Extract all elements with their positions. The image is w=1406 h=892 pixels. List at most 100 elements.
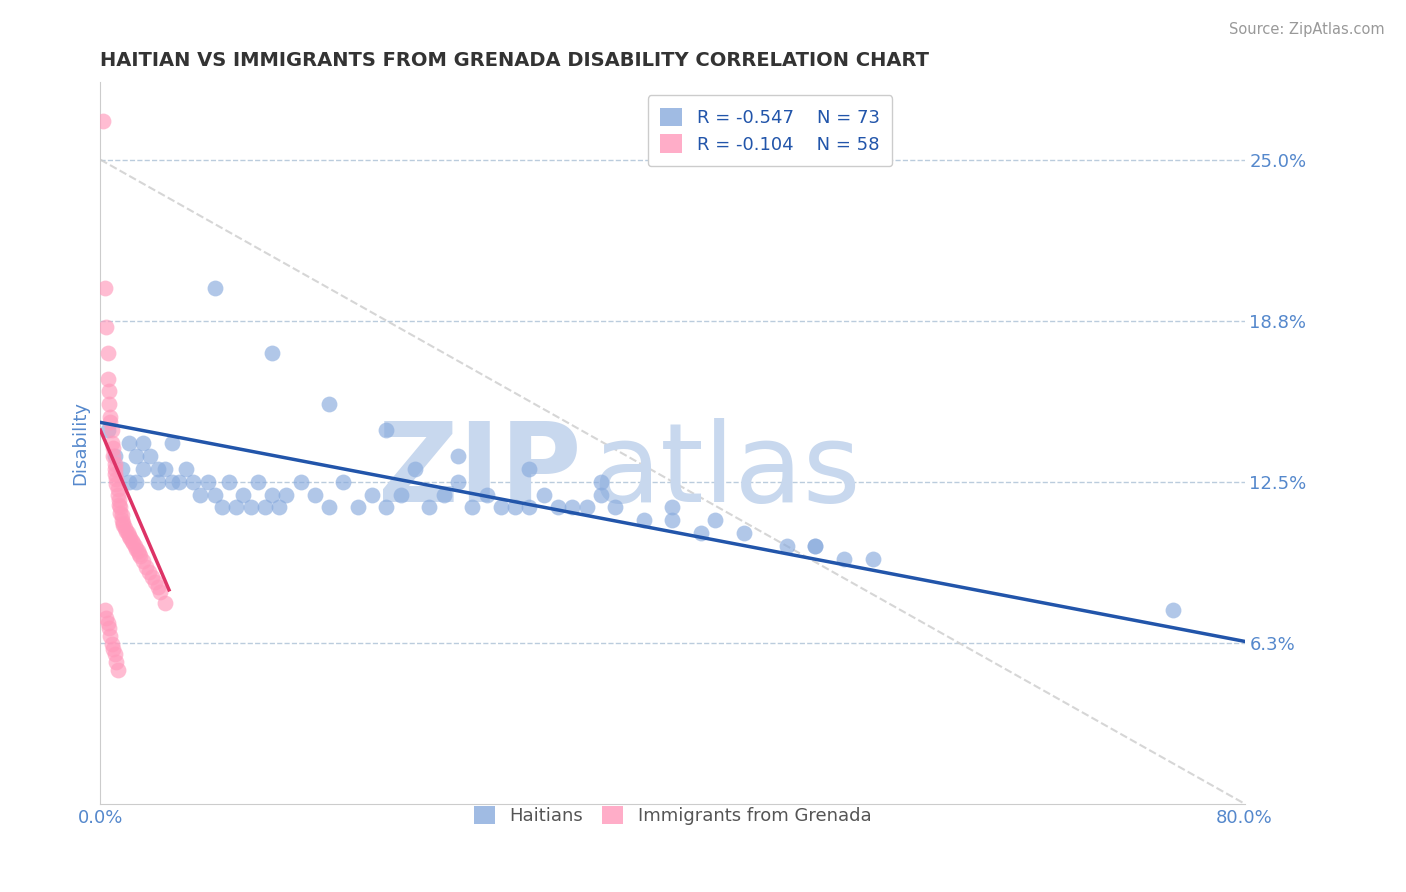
Point [260,487,283,501]
Point [575,500,598,515]
Point [97,397,120,411]
Point [503,500,526,515]
Point [733,526,755,541]
Point [94,611,117,625]
Point [120,531,142,545]
Point [111,462,134,476]
Point [547,500,569,515]
Legend: Haitians, Immigrants from Grenada: Haitians, Immigrants from Grenada [464,797,880,834]
Point [105,477,128,491]
Point [132,462,155,476]
Point [218,475,240,489]
Point [96,423,118,437]
Point [107,483,129,497]
Point [160,436,183,450]
Point [132,554,155,568]
Point [118,436,141,450]
Point [97,622,120,636]
Point [475,487,498,501]
Point [118,475,141,489]
Y-axis label: Disability: Disability [72,401,89,485]
Point [127,544,149,558]
Point [110,500,132,515]
Point [253,500,276,515]
Point [132,436,155,450]
Point [146,475,169,489]
Point [167,475,190,489]
Point [103,449,125,463]
Point [122,536,145,550]
Point [121,533,143,548]
Point [204,281,226,295]
Point [103,441,125,455]
Point [862,552,884,566]
Point [290,475,312,489]
Point [160,475,183,489]
Point [104,457,127,471]
Point [174,462,197,476]
Point [149,585,172,599]
Point [91,114,114,128]
Text: Source: ZipAtlas.com: Source: ZipAtlas.com [1229,22,1385,37]
Point [661,513,683,527]
Point [105,655,128,669]
Point [124,539,146,553]
Point [139,449,162,463]
Point [112,518,135,533]
Point [110,506,132,520]
Point [433,487,456,501]
Point [232,487,254,501]
Point [108,492,131,507]
Point [181,475,204,489]
Point [246,475,269,489]
Point [98,416,121,430]
Point [104,467,127,481]
Point [704,513,727,527]
Point [461,500,484,515]
Point [103,642,125,657]
Point [97,384,120,399]
Point [804,539,827,553]
Point [114,521,136,535]
Point [107,487,129,501]
Point [125,475,148,489]
Point [1161,603,1184,617]
Point [239,500,262,515]
Point [115,524,138,538]
Point [112,516,135,530]
Point [561,500,583,515]
Point [111,513,134,527]
Point [153,462,176,476]
Point [225,500,247,515]
Point [776,539,799,553]
Point [804,539,827,553]
Point [98,629,121,643]
Text: atlas: atlas [592,418,860,525]
Point [332,475,354,489]
Point [389,487,412,501]
Point [107,663,129,677]
Point [138,565,160,579]
Point [375,423,398,437]
Point [125,541,148,556]
Point [489,500,512,515]
Point [141,570,163,584]
Point [346,500,368,515]
Point [690,526,713,541]
Point [146,462,169,476]
Point [661,500,683,515]
Point [111,508,134,522]
Point [589,475,612,489]
Point [260,346,283,360]
Point [832,552,855,566]
Text: HAITIAN VS IMMIGRANTS FROM GRENADA DISABILITY CORRELATION CHART: HAITIAN VS IMMIGRANTS FROM GRENADA DISAB… [100,51,929,70]
Point [117,526,139,541]
Point [605,500,627,515]
Point [94,320,117,334]
Point [404,462,426,476]
Point [153,596,176,610]
Point [96,371,118,385]
Point [96,616,118,631]
Point [304,487,326,501]
Point [211,500,233,515]
